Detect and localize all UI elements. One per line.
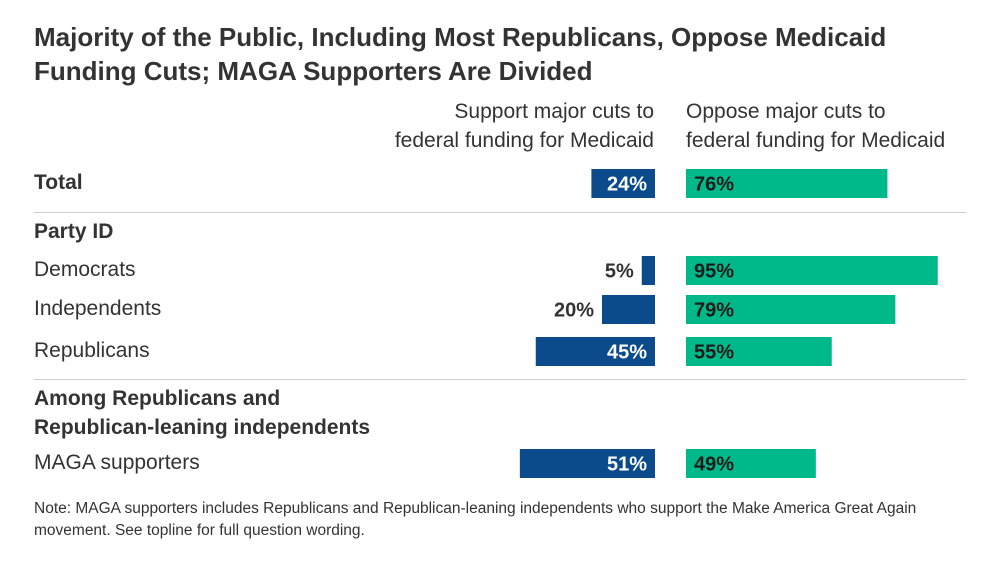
footnote: Note: MAGA supporters includes Republica… bbox=[34, 500, 917, 539]
support-bar bbox=[535, 337, 655, 366]
row-label-independents: Independents bbox=[34, 297, 162, 320]
group-label-line-2: Republican-leaning independents bbox=[34, 416, 371, 439]
oppose-column-header: Oppose major cuts to federal funding for… bbox=[686, 97, 945, 155]
support-column-header: Support major cuts to federal funding fo… bbox=[395, 97, 654, 155]
oppose-bar bbox=[686, 337, 832, 366]
support-value-label: 5% bbox=[605, 261, 634, 283]
group-label-republicans: Among Republicans and Republican-leaning… bbox=[34, 384, 370, 442]
support-bar bbox=[602, 295, 655, 324]
divider bbox=[34, 379, 966, 380]
oppose-value-label: 55% bbox=[694, 342, 734, 364]
row-label-maga: MAGA supporters bbox=[34, 451, 200, 474]
oppose-value-label: 76% bbox=[694, 174, 734, 196]
support-value-label: 24% bbox=[607, 174, 647, 196]
support-value-label: 45% bbox=[607, 342, 647, 364]
chart-title: Majority of the Public, Including Most R… bbox=[34, 22, 887, 86]
row-label-republicans: Republicans bbox=[34, 339, 150, 362]
oppose-header-line-1: Oppose major cuts to bbox=[686, 100, 886, 123]
divider bbox=[34, 212, 966, 213]
oppose-bar bbox=[686, 295, 896, 324]
oppose-value-label: 49% bbox=[694, 454, 734, 476]
oppose-bar bbox=[686, 169, 888, 198]
support-bar bbox=[519, 449, 655, 478]
row-label-democrats: Democrats bbox=[34, 258, 136, 281]
oppose-bar bbox=[686, 449, 816, 478]
support-bar bbox=[641, 256, 655, 285]
support-value-label: 20% bbox=[554, 300, 594, 322]
support-value-label: 51% bbox=[607, 454, 647, 476]
group-label-line-1: Among Republicans and bbox=[34, 387, 281, 410]
support-bar bbox=[591, 169, 655, 198]
row-label-total: Total bbox=[34, 171, 83, 194]
oppose-value-label: 79% bbox=[694, 300, 734, 322]
support-header-line-1: Support major cuts to bbox=[454, 100, 654, 123]
oppose-header-line-2: federal funding for Medicaid bbox=[686, 129, 946, 152]
oppose-value-label: 95% bbox=[694, 261, 734, 283]
group-label-party-id: Party ID bbox=[34, 220, 114, 243]
oppose-bar bbox=[686, 256, 938, 285]
support-header-line-2: federal funding for Medicaid bbox=[394, 129, 654, 152]
